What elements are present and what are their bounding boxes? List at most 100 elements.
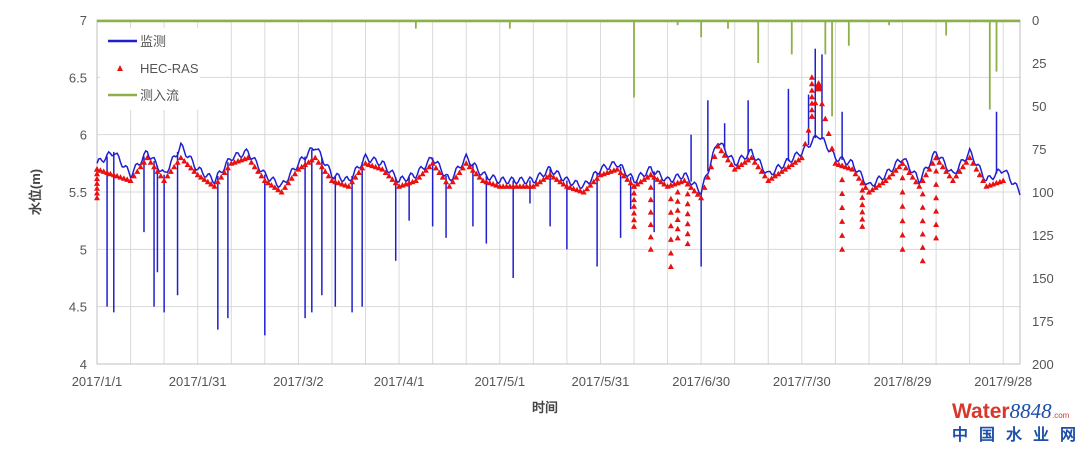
hecras-marker (761, 172, 768, 179)
hecras-marker (681, 177, 688, 183)
hecras-marker (221, 169, 228, 175)
hecras-marker (805, 127, 812, 133)
hecras-marker (946, 172, 953, 179)
series-monitor-line (96, 134, 1021, 196)
hecras-marker (684, 210, 691, 217)
hecras-marker (171, 163, 178, 170)
hecras-marker (684, 181, 691, 187)
hecras-marker (919, 204, 926, 210)
hecras-marker (154, 168, 161, 174)
hecras-marker (295, 166, 302, 172)
hecras-marker (1000, 177, 1007, 183)
hecras-marker (161, 177, 168, 183)
y2-tick-label: 75 (1032, 142, 1046, 157)
hecras-marker (899, 174, 906, 181)
series-layer (94, 19, 1021, 336)
hecras-marker (667, 195, 674, 202)
hecras-marker (631, 210, 637, 216)
hecras-marker (339, 181, 345, 187)
hecras-marker (919, 257, 926, 264)
hecras-marker (563, 183, 570, 189)
hecras-marker (480, 177, 486, 183)
hecras-marker (701, 184, 708, 190)
hecras-marker (580, 189, 587, 195)
hecras-marker (567, 184, 574, 190)
hecras-marker (933, 234, 940, 241)
hecras-marker (647, 196, 654, 203)
legend-label-hecras: HEC-RAS (140, 61, 199, 76)
hecras-marker (667, 236, 674, 242)
hecras-marker (839, 176, 846, 183)
hecras-marker (201, 176, 208, 182)
y-tick-label: 6.5 (69, 70, 87, 85)
hecras-marker (342, 182, 349, 188)
hecras-marker (647, 171, 654, 178)
hecras-marker (879, 179, 886, 186)
hecras-marker (258, 172, 265, 179)
hecras-marker (822, 115, 829, 122)
hecras-marker (963, 159, 970, 165)
hecras-marker (181, 158, 188, 164)
hecras-marker (453, 174, 460, 180)
hecras-marker (882, 177, 889, 183)
hecras-marker (490, 181, 497, 187)
hecras-marker (94, 166, 100, 172)
x-tick-label: 2017/5/31 (572, 374, 630, 389)
hecras-marker (923, 171, 929, 178)
hecras-marker (839, 232, 846, 238)
hecras-marker (641, 176, 648, 182)
hecras-marker (869, 186, 876, 193)
hecras-marker (913, 178, 919, 185)
hecras-marker (557, 178, 564, 185)
hecras-marker (268, 182, 275, 188)
hecras-marker (382, 169, 389, 175)
hecras-marker (94, 185, 100, 191)
hecras-marker (711, 153, 718, 159)
hecras-marker (778, 168, 785, 174)
hecras-marker (574, 186, 580, 193)
hecras-marker (674, 198, 681, 204)
y2-tick-label: 150 (1032, 271, 1054, 286)
hecras-marker (839, 218, 846, 224)
hecras-marker (198, 174, 204, 180)
y2-tick-label: 25 (1032, 56, 1046, 71)
hecras-marker (449, 178, 456, 185)
hecras-marker (285, 179, 292, 186)
hecras-marker (808, 113, 815, 119)
hecras-marker (892, 167, 899, 173)
hecras-marker (94, 194, 100, 201)
hecras-marker (755, 163, 762, 170)
hecras-marker (674, 234, 681, 241)
legend-swatch-hecras (117, 65, 123, 71)
hecras-marker (419, 170, 426, 177)
hecras-marker (684, 190, 691, 197)
hecras-marker (137, 163, 144, 170)
hecras-marker (543, 174, 550, 180)
hecras-marker (261, 177, 268, 183)
hecras-marker (473, 170, 480, 177)
hecras-marker (970, 160, 976, 166)
hecras-marker (684, 220, 691, 227)
hecras-marker (691, 187, 698, 194)
hecras-marker (124, 176, 131, 182)
hecras-marker (825, 130, 832, 136)
hecras-marker (130, 172, 137, 179)
legend-label-monitor: 监测 (140, 34, 166, 49)
hecras-marker (570, 185, 577, 192)
hecras-marker (839, 246, 846, 252)
hecras-marker (426, 163, 433, 170)
hecras-marker (808, 100, 815, 106)
hecras-marker (933, 221, 940, 227)
hecras-marker (976, 171, 983, 178)
hecras-marker (647, 233, 654, 240)
hecras-marker (335, 179, 342, 186)
hecras-marker (590, 178, 597, 185)
hecras-marker (647, 246, 654, 252)
hecras-marker (446, 183, 453, 189)
hecras-marker (369, 162, 376, 169)
hecras-marker (775, 170, 782, 177)
hecras-marker (94, 175, 100, 182)
hecras-marker (728, 161, 735, 167)
hecras-marker (631, 223, 637, 229)
hecras-marker (560, 181, 567, 187)
